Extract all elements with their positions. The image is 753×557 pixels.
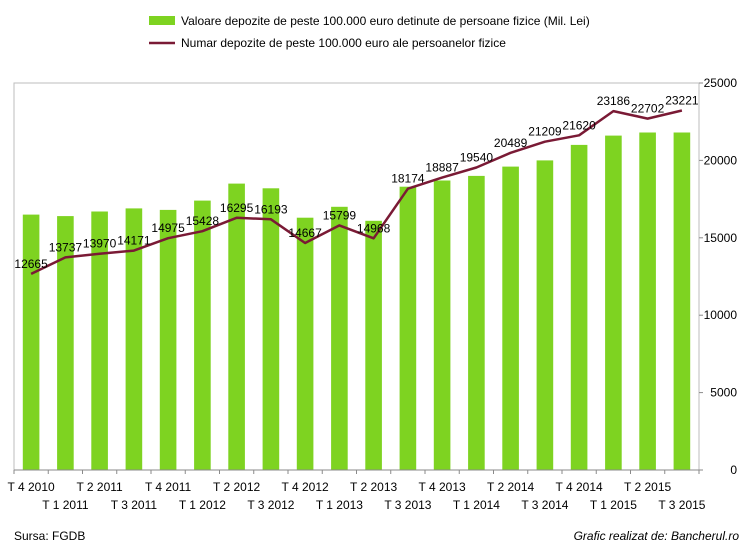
line-data-label: 16295 xyxy=(220,201,254,215)
x-tick-label: T 4 2014 xyxy=(556,480,603,494)
bar xyxy=(159,209,177,470)
y-tick-label: 10000 xyxy=(704,308,738,322)
line-data-label: 12665 xyxy=(14,257,48,271)
y-tick-label: 0 xyxy=(730,463,737,477)
line-data-label: 15799 xyxy=(323,208,357,222)
x-tick-label: T 3 2015 xyxy=(658,498,705,512)
x-tick-label: T 1 2013 xyxy=(316,498,363,512)
chart-credit: Grafic realizat de: Bancherul.ro xyxy=(573,529,739,543)
y-tick-label: 15000 xyxy=(704,231,738,245)
line-data-label: 20489 xyxy=(494,136,528,150)
line-data-label: 14968 xyxy=(357,221,391,235)
bar xyxy=(673,132,691,470)
x-tick-label: T 2 2011 xyxy=(76,480,123,494)
bar xyxy=(296,217,314,470)
x-tick-label: T 3 2012 xyxy=(247,498,294,512)
bar xyxy=(331,206,348,471)
bar xyxy=(57,216,74,470)
x-tick-label: T 4 2011 xyxy=(145,480,192,494)
line-data-label: 23186 xyxy=(597,94,631,108)
x-tick-label: T 4 2010 xyxy=(8,480,55,494)
y-tick-label: 5000 xyxy=(710,386,737,400)
y-tick-label: 25000 xyxy=(704,76,738,90)
line-data-label: 23221 xyxy=(665,94,699,108)
legend-swatch-bars xyxy=(149,16,175,25)
x-tick-label: T 3 2011 xyxy=(111,498,158,512)
line-data-label: 14171 xyxy=(117,234,151,248)
bar xyxy=(536,160,554,470)
line-data-label: 21209 xyxy=(528,125,562,139)
x-tick-label: T 1 2015 xyxy=(590,498,637,512)
line-data-label: 19540 xyxy=(460,151,494,165)
bar-series xyxy=(22,132,691,471)
bar xyxy=(228,183,245,470)
x-tick-label: T 1 2014 xyxy=(453,498,500,512)
line-data-label: 13970 xyxy=(83,237,117,251)
x-axis: T 4 2010 T 1 2011 T 2 2011 T 3 2011 T 4 2011… xyxy=(8,469,706,512)
bar xyxy=(91,211,108,470)
legend: Valoare depozite de peste 100.000 euro d… xyxy=(149,14,590,50)
bar xyxy=(502,166,519,470)
line-data-label: 18174 xyxy=(391,172,425,186)
bar xyxy=(194,200,211,470)
bar xyxy=(365,220,382,470)
line-path xyxy=(30,109,683,276)
bar xyxy=(22,214,40,470)
x-tick-label: T 4 2013 xyxy=(419,480,466,494)
x-tick-label: T 4 2012 xyxy=(282,480,329,494)
bar xyxy=(570,144,588,470)
line-series xyxy=(30,109,683,276)
legend-label-bars: Valoare depozite de peste 100.000 euro d… xyxy=(181,14,590,28)
line-data-label: 14667 xyxy=(288,226,322,240)
line-data-label: 15428 xyxy=(186,214,220,228)
plot-area xyxy=(13,82,700,471)
bar xyxy=(468,175,485,470)
y-tick-label: 20000 xyxy=(704,153,738,167)
bar xyxy=(399,186,417,470)
bar xyxy=(605,135,622,470)
line-data-label: 18887 xyxy=(425,161,459,175)
x-tick-label: T 1 2011 xyxy=(42,498,89,512)
source-note: Sursa: FGDB xyxy=(14,529,86,543)
legend-label-line: Numar depozite de peste 100.000 euro ale… xyxy=(181,36,506,50)
bar xyxy=(433,180,451,470)
bar xyxy=(125,208,143,470)
bar xyxy=(639,132,656,470)
line-data-label: 16193 xyxy=(254,202,288,216)
line-data-label: 21620 xyxy=(562,118,596,132)
x-tick-label: T 2 2014 xyxy=(487,480,534,494)
line-data-label: 22702 xyxy=(631,102,665,116)
x-tick-label: T 3 2013 xyxy=(384,498,431,512)
x-tick-label: T 3 2014 xyxy=(521,498,568,512)
y-axis: 0 5000 10000 15000 20000 25000 xyxy=(699,76,737,477)
x-tick-label: T 2 2012 xyxy=(213,480,260,494)
bar xyxy=(262,188,280,471)
x-tick-label: T 1 2012 xyxy=(179,498,226,512)
line-data-label: 13737 xyxy=(49,240,83,254)
x-tick-label: T 2 2013 xyxy=(350,480,397,494)
x-tick-label: T 2 2015 xyxy=(624,480,671,494)
line-data-label: 14975 xyxy=(151,221,185,235)
